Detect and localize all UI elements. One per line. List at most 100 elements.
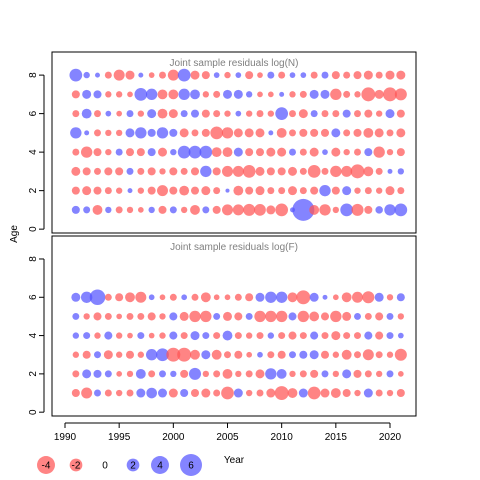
residual-bubble: 2009, age 4: -1 xyxy=(266,147,276,157)
residual-bubble: 1999, age 5: 1.6 xyxy=(156,127,169,139)
residual-bubble: 2013, age 5: -1.2 xyxy=(309,311,320,322)
residual-bubble: 1991, age 6: -0.6 xyxy=(72,110,80,118)
residual-bubble: 2020, age 6: -0.5 xyxy=(386,294,394,301)
residual-bubble: 1992, age 7: 1 xyxy=(82,89,92,99)
residual-bubble: 2006, age 4: -0.6 xyxy=(234,332,242,340)
residual-bubble: 1994, age 8: -0.6 xyxy=(104,71,112,79)
residual-bubble: 2009, age 8: 0.6 xyxy=(267,71,275,79)
residual-bubble: 2015, age 4: -1 xyxy=(331,331,341,341)
residual-bubble: 2012, age 8: 0.4 xyxy=(300,72,307,78)
panel-frame xyxy=(51,235,417,417)
residual-bubble: 2008, age 5: -1 xyxy=(255,128,265,138)
residual-bubble: 1993, age 8: 0.3 xyxy=(95,72,100,78)
residual-bubble: 2004, age 1: -0.8 xyxy=(212,205,221,214)
residual-bubble: 1999, age 8: -0.6 xyxy=(159,71,166,79)
residual-bubble: 2004, age 2: -0.6 xyxy=(213,187,221,195)
residual-bubble: 2019, age 1: -0.6 xyxy=(375,389,383,397)
residual-bubble: 1993, age 5: -0.8 xyxy=(93,312,102,321)
residual-bubble: 1997, age 1: 1 xyxy=(136,388,146,398)
residual-bubble: 1999, age 1: -0.8 xyxy=(158,205,167,214)
residual-bubble: 2012, age 3: 0.8 xyxy=(299,350,308,359)
residual-bubble: 2018, age 6: -1.8 xyxy=(362,291,375,304)
residual-bubble: 2015, age 1: -0.5 xyxy=(332,206,340,214)
residual-bubble: 1996, age 4: -0.8 xyxy=(125,148,135,157)
residual-bubble: 1994, age 3: -0.8 xyxy=(104,167,113,176)
residual-bubble: 2018, age 2: -0.6 xyxy=(364,187,372,195)
residual-bubble: 2019, age 1: 0.7 xyxy=(375,206,383,214)
residual-bubble: 2003, age 3: 1 xyxy=(201,350,211,360)
residual-bubble: 2018, age 3: -1.2 xyxy=(363,166,374,177)
residual-bubble: 2010, age 3: -0.8 xyxy=(277,350,286,359)
residual-bubble: 1998, age 1: 0.5 xyxy=(148,206,155,214)
residual-bubble: 1992, age 3: -0.8 xyxy=(82,350,91,359)
residual-bubble: 2014, age 3: -0.6 xyxy=(321,167,329,175)
residual-bubble: 1996, age 6: 0.6 xyxy=(126,110,134,118)
residual-bubble: 2021, age 4: 0.4 xyxy=(397,332,404,339)
panel-2: Joint sample residuals log(F) 0 2 4 6 8 1991, … xyxy=(28,235,417,417)
residual-bubble: 2003, age 1: 0.6 xyxy=(202,206,210,214)
residual-bubble: 2010, age 6: 2 xyxy=(275,107,289,120)
residual-bubble: 2009, age 3: -0.8 xyxy=(266,167,275,176)
residual-bubble: 2010, age 7: 0.3 xyxy=(279,91,285,97)
residual-bubble: 2017, age 3: -0.6 xyxy=(354,351,361,359)
residual-bubble: 2011, age 1: -1.2 xyxy=(287,388,298,398)
residual-bubble: 1992, age 2: -1 xyxy=(82,186,92,196)
y-tick-label: 2 xyxy=(28,187,39,193)
residual-bubble: 2012, age 1: 1 xyxy=(298,388,308,398)
y-tick-label: 8 xyxy=(28,256,39,262)
residual-bubble: 1996, age 1: -0.6 xyxy=(126,389,134,397)
legend-bubble xyxy=(69,458,83,472)
residual-bubble: 2004, age 8: 0.4 xyxy=(213,72,220,78)
residual-bubble: 2021, age 5: -1 xyxy=(396,128,406,138)
residual-bubble: 2014, age 5: -0.8 xyxy=(320,128,330,137)
residual-bubble: 2010, age 5: -1.6 xyxy=(275,310,288,323)
legend-item: 4 xyxy=(151,456,169,474)
residual-bubble: 2007, age 5: 0.6 xyxy=(245,312,253,320)
residual-bubble: 2004, age 5: -2 xyxy=(210,126,224,140)
residual-bubble: 2006, age 8: 0.4 xyxy=(235,72,242,78)
residual-bubble: 2002, age 3: -0.8 xyxy=(190,167,200,176)
residual-bubble: 2008, age 3: 0.4 xyxy=(257,351,263,358)
residual-bubble: 2006, age 6: -0.6 xyxy=(234,293,242,301)
residual-bubble: 2020, age 8: -1 xyxy=(385,70,395,80)
residual-bubble: 1998, age 2: -0.8 xyxy=(147,186,156,195)
residual-bubble: 2005, age 5: -1 xyxy=(223,311,232,321)
residual-bubble: 1998, age 3: -0.8 xyxy=(147,167,156,176)
residual-bubble: 2014, age 1: -1 xyxy=(320,388,330,398)
residual-bubble: 2010, age 2: -0.6 xyxy=(278,187,286,195)
residual-bubble: 2015, age 7: -1.6 xyxy=(330,88,342,101)
residual-bubble: 2019, age 3: -0.6 xyxy=(375,167,383,175)
residual-bubble: 2012, age 4: -0.6 xyxy=(299,332,307,340)
residual-bubble: 2002, age 7: 1.2 xyxy=(190,89,200,100)
residual-bubble: 2009, age 3: -0.6 xyxy=(267,351,275,359)
residual-bubble: 1998, age 7: 1.6 xyxy=(145,88,158,101)
residual-bubble: 2007, age 6: -0.8 xyxy=(245,293,254,302)
legend-label: 6 xyxy=(188,461,194,472)
legend-item: -4 xyxy=(37,456,55,474)
residual-bubble: 2021, age 8: -1 xyxy=(396,70,406,80)
residual-bubble: 2004, age 6: -0.4 xyxy=(213,294,220,301)
residual-bubble: 2015, age 2: -0.8 xyxy=(331,186,340,195)
residual-bubble: 1992, age 4: 0.6 xyxy=(83,332,91,340)
residual-bubble: 2021, age 3: 0.5 xyxy=(397,168,405,175)
residual-bubble: 2011, age 5: -0.6 xyxy=(289,129,296,137)
residual-bubble: 2011, age 6: -0.6 xyxy=(289,110,296,118)
residual-bubble: 2017, age 7: -0.5 xyxy=(354,91,361,98)
residual-bubble: 1991, age 7: -0.8 xyxy=(71,90,80,99)
residual-bubble: 2015, age 6: -0.6 xyxy=(332,110,340,118)
residual-bubble: 1993, age 2: 0.8 xyxy=(93,369,102,378)
panel-title: Joint sample residuals log(F) xyxy=(170,242,298,253)
residual-bubble: 2013, age 3: 1 xyxy=(309,350,319,360)
residual-bubble: 1993, age 7: 0.8 xyxy=(93,90,102,99)
residual-bubble: 2021, age 1: -0.8 xyxy=(396,389,405,398)
residual-bubble: 2000, age 8: -1.5 xyxy=(167,69,179,81)
residual-bubble: 2020, age 3: -0.5 xyxy=(386,351,394,358)
residual-bubble: 2001, age 2: -0.8 xyxy=(180,369,189,378)
residual-bubble: 2012, age 5: -0.8 xyxy=(299,128,308,137)
residual-bubble: 2020, age 1: -0.5 xyxy=(386,389,394,397)
residual-bubble: 2016, age 4: -0.5 xyxy=(343,148,350,156)
residual-bubble: 2001, age 1: -0.5 xyxy=(180,206,188,214)
residual-bubble: 2016, age 6: 0.8 xyxy=(342,109,351,118)
residual-bubble: 1992, age 5: -0.5 xyxy=(83,313,90,320)
